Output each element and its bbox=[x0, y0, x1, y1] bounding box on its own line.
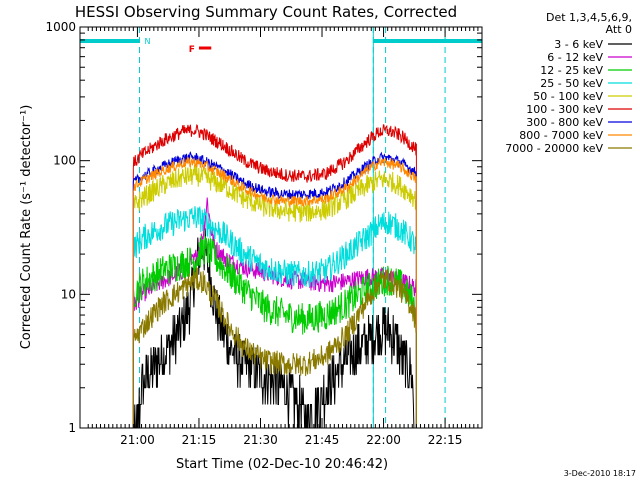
x-axis-label: Start Time (02-Dec-10 20:46:42) bbox=[176, 457, 388, 472]
night-flag-label: N bbox=[144, 37, 150, 46]
series-line-8 bbox=[132, 267, 417, 428]
x-tick-label: 21:00 bbox=[120, 433, 155, 447]
legend-entry-label: 12 - 25 keV bbox=[540, 64, 603, 77]
legend-entry-label: 6 - 12 keV bbox=[547, 51, 603, 64]
chart-title: HESSI Observing Summary Count Rates, Cor… bbox=[75, 3, 457, 21]
timestamp-stamp: 3-Dec-2010 18:17 bbox=[564, 469, 636, 478]
y-tick-label: 100 bbox=[53, 154, 76, 168]
legend-header: Det 1,3,4,5,6,9, bbox=[546, 11, 632, 24]
series-line-0 bbox=[133, 228, 415, 428]
x-axis: 21:00 21:15 21:30 21:45 22:00 22:15 bbox=[87, 27, 479, 447]
series-line-2 bbox=[132, 235, 417, 428]
series-line-5 bbox=[132, 124, 417, 428]
legend-entry-label: 7000 - 20000 keV bbox=[505, 142, 603, 155]
legend-entry-label: 50 - 100 keV bbox=[533, 90, 603, 103]
legend-entry-label: 800 - 7000 keV bbox=[519, 129, 603, 142]
flare-flag-label: F bbox=[189, 45, 195, 55]
x-tick-label: 21:15 bbox=[182, 433, 217, 447]
series-layer bbox=[132, 124, 417, 428]
x-tick-label: 21:30 bbox=[243, 433, 278, 447]
y-axis-label: Corrected Count Rate (s⁻¹ detector⁻¹) bbox=[19, 105, 34, 350]
x-tick-label: 22:00 bbox=[366, 433, 401, 447]
series-line-3 bbox=[132, 205, 417, 428]
series-line-7 bbox=[132, 157, 417, 428]
y-tick-label: 1000 bbox=[45, 20, 76, 34]
y-tick-label: 1 bbox=[68, 421, 76, 435]
legend-entry-label: 3 - 6 keV bbox=[554, 38, 603, 51]
legend-entry-label: 300 - 800 keV bbox=[526, 116, 603, 129]
x-tick-label: 22:15 bbox=[428, 433, 463, 447]
legend-header: Att 0 bbox=[606, 23, 632, 36]
y-axis: 1 10 100 1000 bbox=[45, 20, 482, 435]
y-tick-label: 10 bbox=[61, 287, 76, 301]
legend-entry-label: 100 - 300 keV bbox=[526, 103, 603, 116]
legend-entry-label: 25 - 50 keV bbox=[540, 77, 603, 90]
x-tick-label: 21:45 bbox=[305, 433, 340, 447]
